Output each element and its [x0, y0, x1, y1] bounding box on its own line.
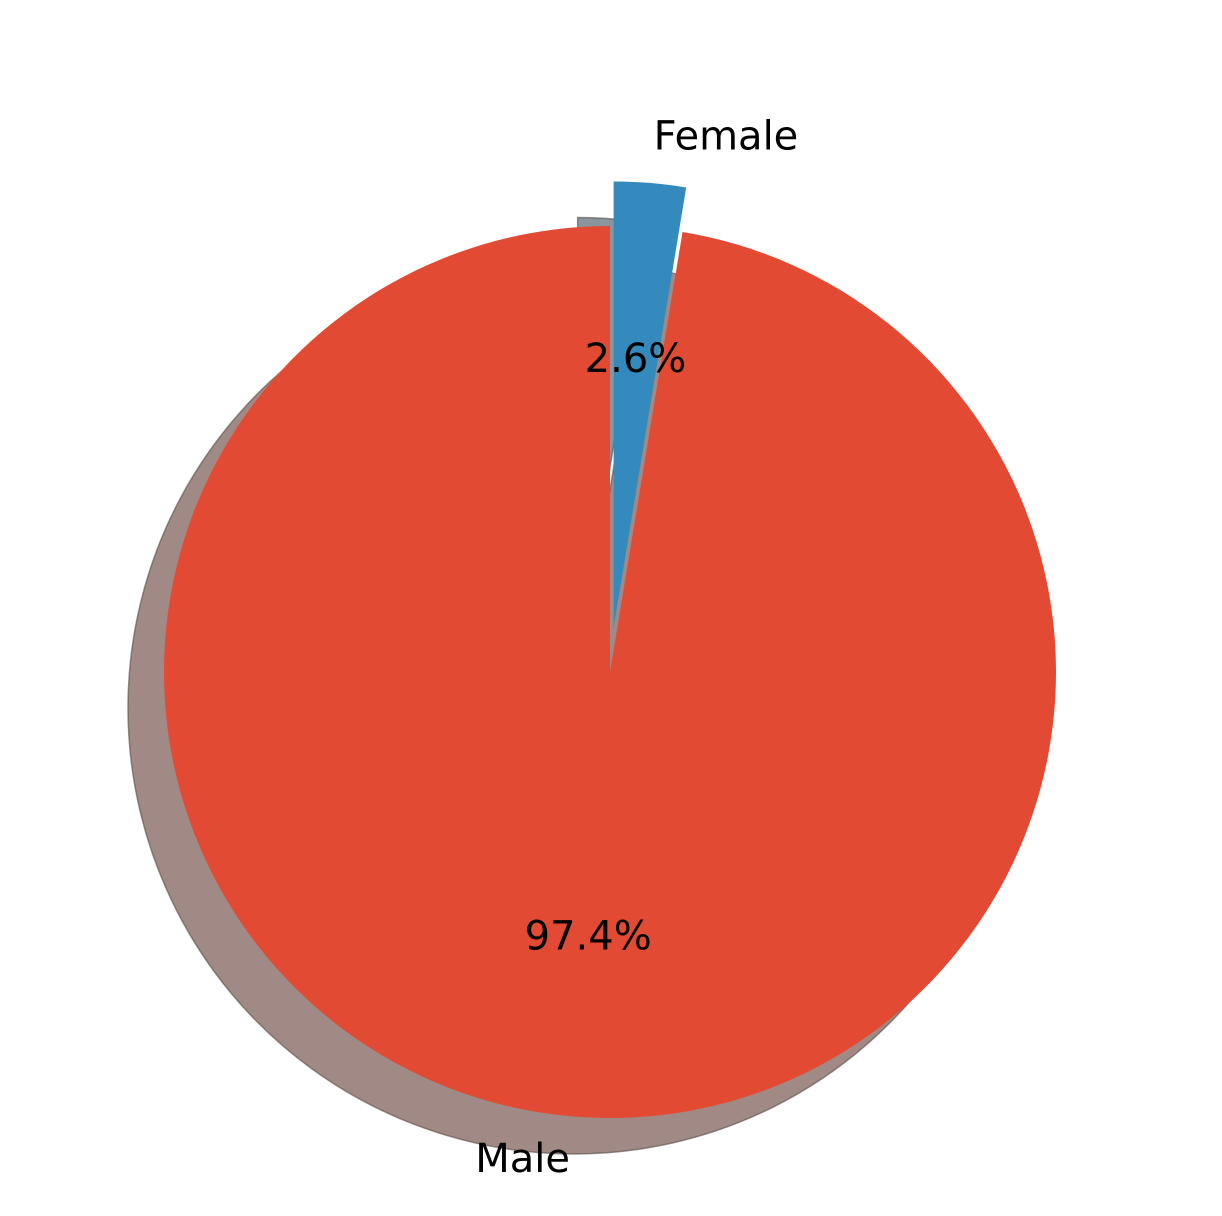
pie-slice-female	[613, 181, 687, 628]
slice-label-female: Female	[654, 114, 799, 160]
pie-slice-male	[164, 226, 1057, 1118]
label-layer: Male 97.4% Female 2.6%	[475, 114, 798, 1182]
slice-layer	[164, 181, 1057, 1118]
slice-label-male: Male	[475, 1136, 570, 1182]
slice-pct-label-male: 97.4%	[525, 914, 652, 960]
slice-pct-label-female: 2.6%	[585, 336, 687, 382]
